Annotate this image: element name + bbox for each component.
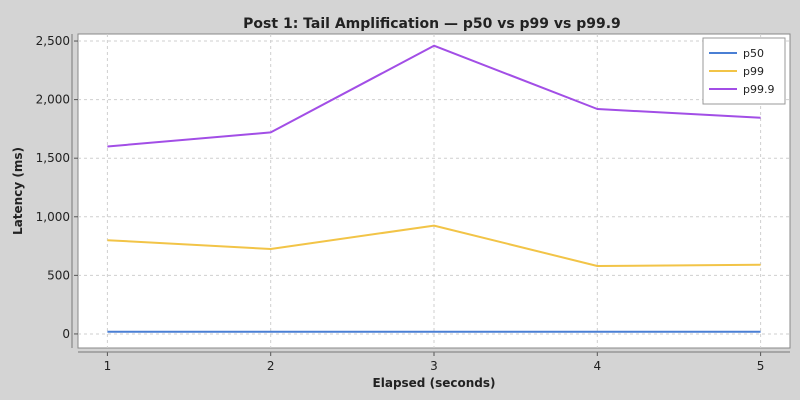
x-tick-label: 3 bbox=[430, 359, 438, 373]
series-line-p99 bbox=[107, 224, 761, 267]
y-tick-label: 500 bbox=[47, 268, 70, 282]
y-tick-label: 1,500 bbox=[36, 151, 70, 165]
y-tick-label: 2,500 bbox=[36, 34, 70, 48]
x-tick-label: 2 bbox=[267, 359, 275, 373]
chart-title: Post 1: Tail Amplification — p50 vs p99 … bbox=[243, 16, 621, 32]
x-axis-label: Elapsed (seconds) bbox=[373, 376, 496, 390]
x-tick-label: 4 bbox=[593, 359, 601, 373]
legend-label: p50 bbox=[743, 47, 764, 60]
gridlines bbox=[78, 34, 790, 348]
x-tick-label: 5 bbox=[757, 359, 765, 373]
series-line-p99-9 bbox=[107, 44, 761, 148]
legend-label: p99.9 bbox=[743, 83, 774, 96]
y-tick-label: 0 bbox=[62, 327, 70, 341]
x-tick-label: 1 bbox=[104, 359, 112, 373]
y-axis-label: Latency (ms) bbox=[11, 147, 25, 235]
y-tick-label: 1,000 bbox=[36, 210, 70, 224]
legend-label: p99 bbox=[743, 65, 764, 78]
legend: p50 p99 p99.9 bbox=[702, 37, 786, 105]
axes: 0 500 1,000 1,500 2,000 2,500 1 2 3 4 5 bbox=[36, 34, 790, 373]
series-lines bbox=[107, 44, 761, 333]
y-tick-label: 2,000 bbox=[36, 93, 70, 107]
